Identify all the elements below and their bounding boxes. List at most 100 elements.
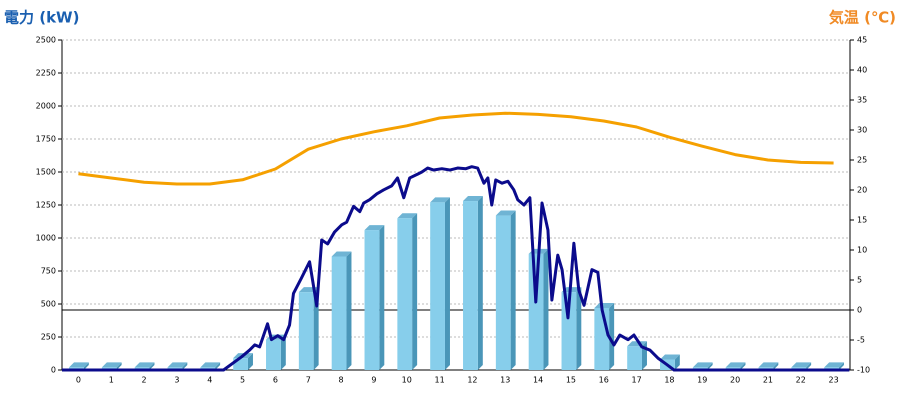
x-tick-label: 23 (828, 376, 838, 385)
bar-top (364, 225, 385, 231)
bar-front (298, 292, 314, 370)
bar-top (824, 362, 844, 368)
bar-top (397, 213, 418, 219)
bar-top (331, 251, 352, 257)
y-tick-label: 500 (41, 300, 56, 309)
bar-top (134, 362, 155, 368)
x-tick-label: 20 (730, 376, 740, 385)
bar (364, 225, 385, 370)
bar-front (331, 256, 347, 370)
bar-side (280, 334, 286, 370)
bar-side (215, 362, 221, 370)
bar-front (495, 215, 511, 370)
bar-top (69, 362, 89, 368)
chart-title: 電力 (kW) (4, 9, 79, 27)
bar-side (707, 362, 713, 370)
x-tick-label: 5 (240, 376, 245, 385)
x-tick-label: 17 (631, 376, 641, 385)
y2-tick-label: -5 (857, 336, 865, 345)
bar-side (477, 196, 483, 370)
y2-title: 気温 (℃) (829, 9, 896, 27)
bar-front (397, 218, 413, 370)
bar-top (430, 197, 450, 203)
bar-front (528, 253, 544, 370)
bar-side (543, 248, 549, 370)
y2-tick-label: 45 (857, 36, 867, 45)
x-tick-label: 2 (142, 376, 147, 385)
bar-front (463, 201, 478, 370)
x-tick-label: 1 (109, 376, 114, 385)
y-tick-label: 2500 (36, 36, 56, 45)
bar (430, 197, 450, 370)
y2-tick-label: 30 (857, 126, 867, 135)
bar-top (660, 354, 680, 360)
bar-side (379, 225, 385, 370)
bar-top (791, 362, 812, 368)
bar-side (609, 302, 615, 370)
bar-top (167, 362, 188, 368)
y2-tick-label: 0 (857, 306, 862, 315)
bar-top (594, 302, 615, 308)
line (62, 165, 850, 372)
bar-front (561, 292, 577, 370)
bar-side (83, 362, 89, 370)
x-tick-label: 18 (664, 376, 674, 385)
x-tick-label: 10 (402, 376, 412, 385)
y-tick-label: 1750 (36, 135, 56, 144)
y-tick-label: 750 (41, 267, 56, 276)
y2-tick-label: 10 (857, 246, 867, 255)
x-tick-label: 13 (500, 376, 510, 385)
x-tick-label: 11 (434, 376, 444, 385)
x-tick-label: 12 (467, 376, 477, 385)
y2-tick-label: 40 (857, 66, 867, 75)
x-tick-label: 3 (174, 376, 179, 385)
bar (528, 248, 549, 370)
bar-front (594, 307, 610, 370)
bar-side (313, 287, 319, 370)
bar-top (725, 362, 746, 368)
line (78, 111, 834, 186)
bar-side (576, 287, 582, 370)
bar-top (463, 196, 483, 202)
bar-front (430, 202, 445, 370)
x-tick-label: 4 (207, 376, 212, 385)
x-tick-label: 22 (796, 376, 806, 385)
bar-side (806, 362, 812, 370)
x-tick-label: 21 (763, 376, 773, 385)
bar-front (233, 358, 248, 370)
y2-tick-label: 35 (857, 96, 867, 105)
y-tick-label: 1250 (36, 201, 56, 210)
y2-tick-label: -10 (857, 366, 870, 375)
x-tick-label: 8 (339, 376, 344, 385)
y2-tick-label: 20 (857, 186, 867, 195)
bar-side (838, 362, 844, 370)
x-tick-label: 7 (306, 376, 311, 385)
x-tick-label: 16 (599, 376, 609, 385)
bar (331, 251, 352, 370)
y2-tick-label: 15 (857, 216, 867, 225)
y-tick-label: 1000 (36, 234, 56, 243)
bar-side (510, 210, 516, 370)
bar-top (758, 362, 779, 368)
y2-tick-label: 25 (857, 156, 867, 165)
bar-top (495, 210, 516, 216)
bar-side (182, 362, 188, 370)
y2-tick-label: 5 (857, 276, 862, 285)
bar-front (627, 346, 642, 370)
x-tick-label: 0 (76, 376, 81, 385)
bar-front (266, 339, 281, 370)
bar-side (773, 362, 779, 370)
bar-top (200, 362, 221, 368)
x-tick-label: 9 (371, 376, 376, 385)
bar-top (101, 362, 122, 368)
bar-side (740, 362, 746, 370)
bar-side (444, 197, 450, 370)
x-tick-label: 14 (533, 376, 543, 385)
bar-side (674, 354, 680, 370)
bar-side (247, 353, 253, 370)
bar-side (346, 251, 352, 370)
x-tick-label: 15 (566, 376, 576, 385)
y-tick-label: 2000 (36, 102, 56, 111)
bar-side (412, 213, 418, 370)
